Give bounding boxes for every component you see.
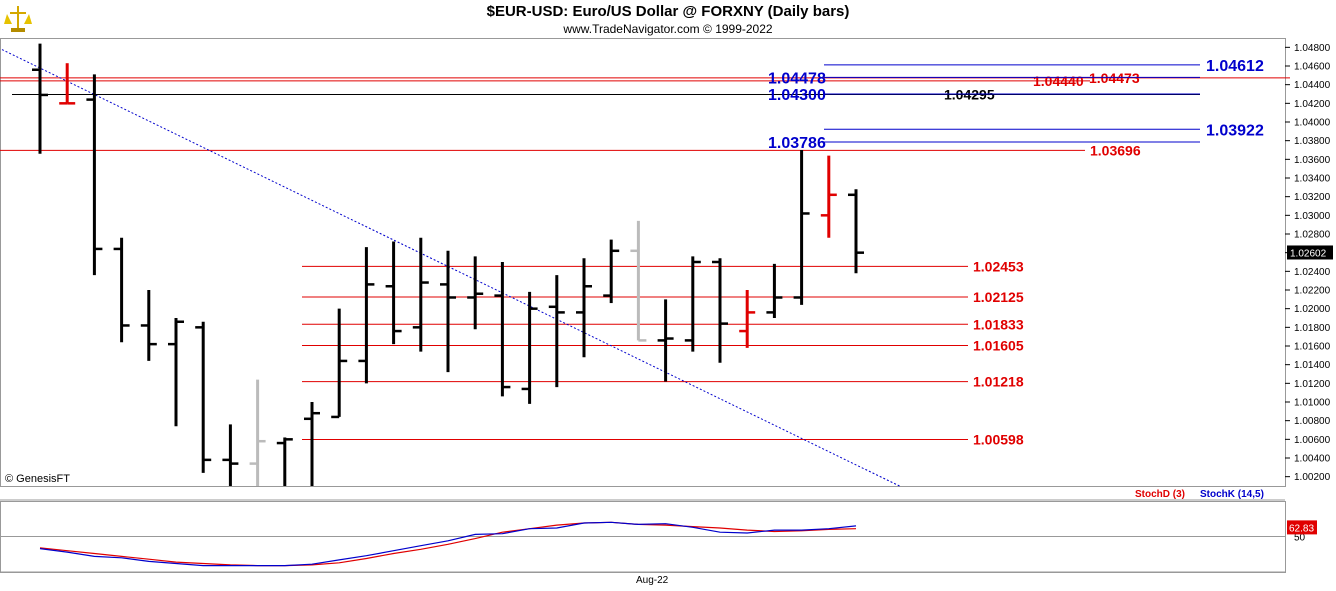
last-price-label: 1.02602 <box>1290 248 1327 259</box>
copyright-label: © GenesisFT <box>5 473 70 485</box>
chart-header: $EUR-USD: Euro/US Dollar @ FORXNY (Daily… <box>0 0 1336 38</box>
price-panel-frame <box>0 38 1286 487</box>
price-axis-label: 1.02000 <box>1294 304 1331 315</box>
price-axis-label: 1.03000 <box>1294 211 1331 222</box>
stoch-series-line <box>39 521 857 567</box>
trend-line <box>1 49 900 487</box>
level-label: 1.01218 <box>973 374 1024 390</box>
level-label: 1.01833 <box>973 316 1024 332</box>
price-axis-label: 1.03800 <box>1294 136 1331 147</box>
level-label: 1.04440 <box>1033 73 1084 89</box>
price-axis-label: 1.02200 <box>1294 286 1331 297</box>
stoch-axis-label: 50 <box>1294 533 1306 544</box>
level-label: 1.02453 <box>973 258 1024 274</box>
stoch-legend-label: StochD (3) <box>1135 489 1185 500</box>
price-axis-label: 1.02800 <box>1294 230 1331 241</box>
price-axis-label: 1.01800 <box>1294 323 1331 334</box>
last-price-marker <box>1287 245 1333 260</box>
stoch-last-marker <box>1287 520 1317 535</box>
level-label: 1.02125 <box>973 289 1024 305</box>
price-axis-label: 1.03400 <box>1294 174 1331 185</box>
price-axis-label: 1.00200 <box>1294 472 1331 483</box>
price-axis-label: 1.00600 <box>1294 435 1331 446</box>
level-label: 1.04300 <box>768 87 826 104</box>
price-axis-label: 1.00400 <box>1294 454 1331 465</box>
level-label: 1.03696 <box>1090 142 1141 158</box>
price-axis-label: 1.00800 <box>1294 416 1331 427</box>
chart-title: $EUR-USD: Euro/US Dollar @ FORXNY (Daily… <box>486 3 850 20</box>
stoch-last-label: 62.83 <box>1289 523 1314 534</box>
stoch-series-line <box>39 521 857 567</box>
price-axis-label: 1.03600 <box>1294 155 1331 166</box>
price-axis-label: 1.01000 <box>1294 398 1331 409</box>
price-axis-label: 1.01400 <box>1294 360 1331 371</box>
level-label: 1.04478 <box>768 70 826 87</box>
level-label: 1.03786 <box>768 135 826 152</box>
stoch-legend-label: StochK (14,5) <box>1200 489 1264 500</box>
price-axis-label: 1.04000 <box>1294 118 1331 129</box>
price-axis-label: 1.04400 <box>1294 80 1331 91</box>
chart-subtitle: www.TradeNavigator.com © 1999-2022 <box>563 22 773 36</box>
level-label: 1.03922 <box>1206 122 1264 139</box>
price-axis-label: 1.04600 <box>1294 62 1331 73</box>
date-axis-label: Aug-22 <box>636 575 669 586</box>
price-axis-label: 1.04800 <box>1294 43 1331 54</box>
price-axis-label: 1.01600 <box>1294 342 1331 353</box>
level-label: 1.04612 <box>1206 58 1264 75</box>
level-label: 1.01605 <box>973 338 1024 354</box>
logo-icon[interactable] <box>4 4 32 34</box>
price-axis-label: 1.02400 <box>1294 267 1331 278</box>
price-axis-label: 1.04200 <box>1294 99 1331 110</box>
price-axis-label: 1.01200 <box>1294 379 1331 390</box>
price-axis-label: 1.03200 <box>1294 192 1331 203</box>
level-label: 1.00598 <box>973 432 1024 448</box>
